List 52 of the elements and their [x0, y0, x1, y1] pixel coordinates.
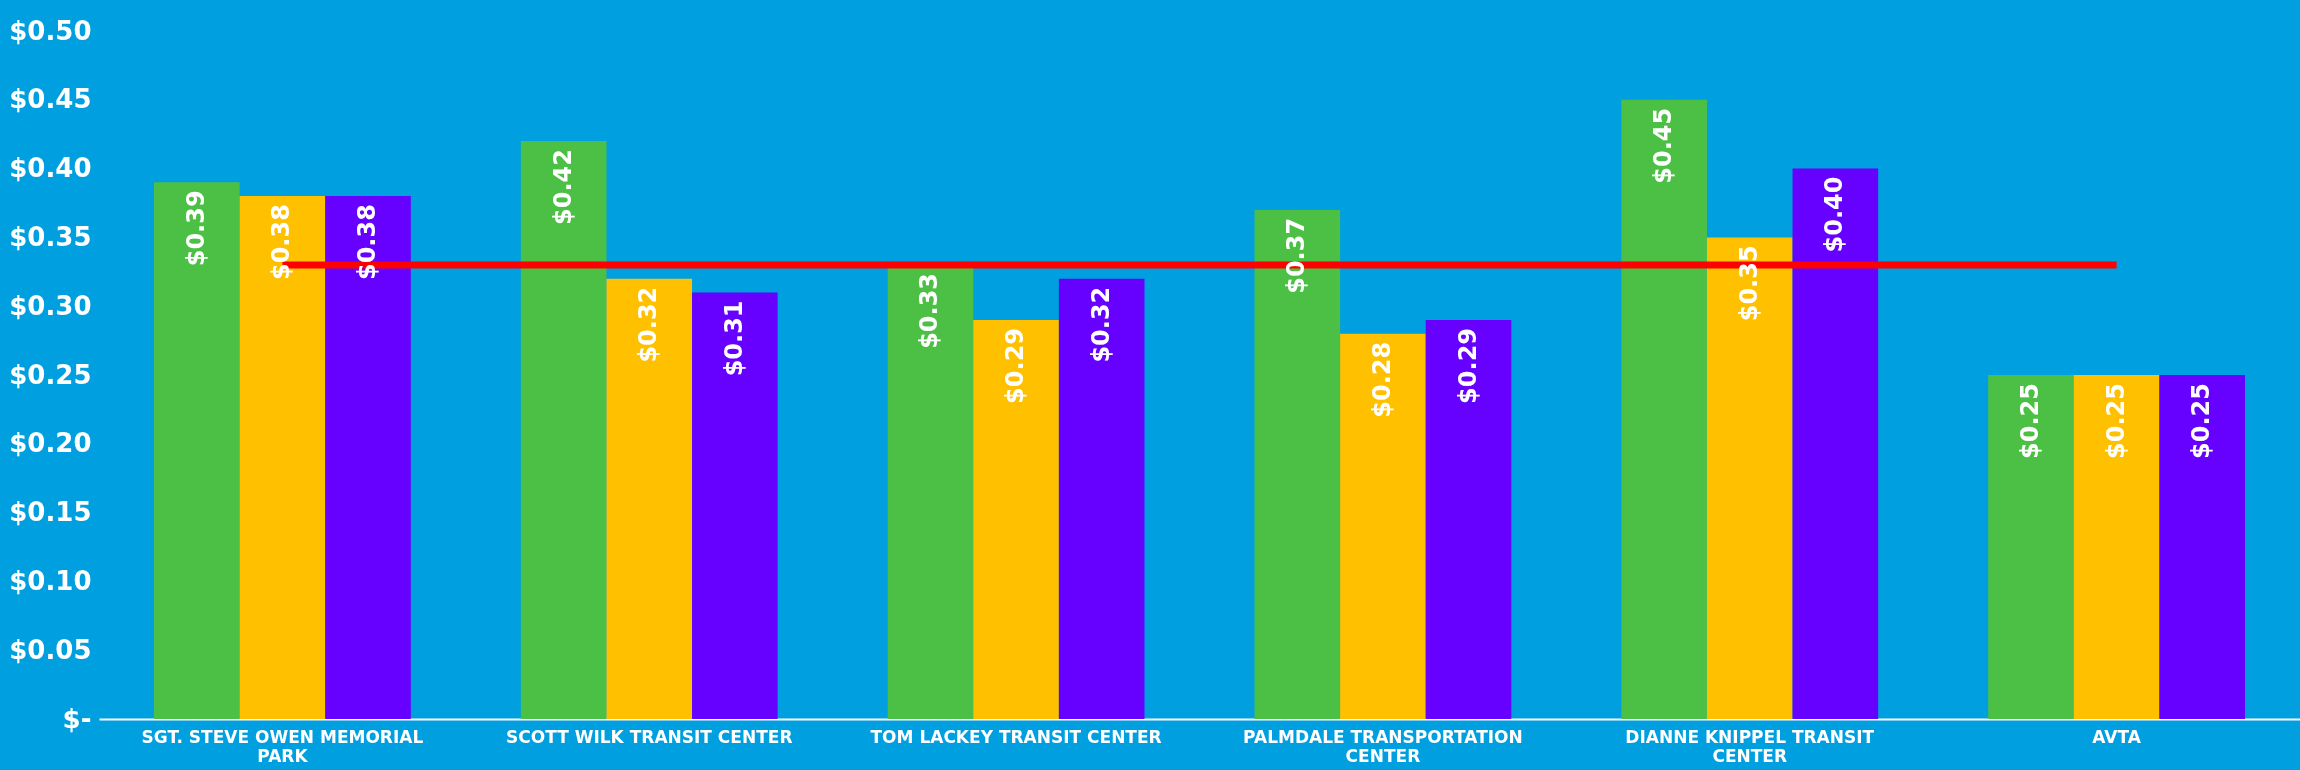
data-label: $0.45 [1649, 107, 1678, 184]
x-tick-label: PALMDALE TRANSPORTATION CENTER [1243, 726, 1523, 766]
data-label: $0.38 [353, 204, 382, 281]
bar [1988, 375, 2074, 719]
x-tick-label: DIANNE KNIPPEL TRANSIT CENTER [1625, 726, 1875, 766]
bar [1425, 319, 1512, 719]
data-label: $0.28 [1367, 341, 1396, 418]
data-label: $0.40 [1820, 176, 1849, 253]
data-label: $0.39 [181, 190, 210, 267]
bar [1706, 237, 1793, 719]
data-label: $0.32 [634, 286, 663, 363]
data-label: $0.42 [548, 149, 577, 225]
data-label: $0.32 [1086, 286, 1115, 363]
data-label: $0.37 [1282, 217, 1311, 294]
data-label: $0.35 [1734, 245, 1763, 322]
y-tick-label: $0.40 [9, 153, 92, 184]
y-tick-label: $0.10 [9, 565, 92, 596]
data-label: $0.29 [1453, 327, 1482, 404]
x-tick-label: SGT. STEVE OWEN MEMORIAL PARK [141, 726, 424, 766]
data-label: $0.38 [267, 204, 296, 281]
y-tick-label: $0.25 [9, 359, 92, 390]
y-tick-label: $0.05 [9, 634, 92, 665]
bar [2159, 375, 2245, 719]
bar [1340, 333, 1426, 719]
data-label: $0.31 [719, 300, 748, 377]
bar [325, 196, 411, 719]
bar [692, 292, 778, 719]
y-tick-label: $0.20 [9, 428, 92, 459]
y-tick-label: $0.15 [9, 497, 92, 528]
data-label: $0.33 [915, 272, 944, 349]
bar [1254, 209, 1341, 719]
bar [520, 141, 607, 719]
data-label: $0.25 [2187, 383, 2216, 459]
x-tick-label: AVTA [2092, 726, 2142, 747]
bar [1621, 99, 1707, 719]
y-tick-label: $- [62, 703, 92, 734]
y-tick-label: $0.45 [9, 84, 92, 115]
y-tick-label: $0.35 [9, 221, 92, 252]
bar [1058, 278, 1145, 719]
data-label: $0.29 [1001, 327, 1030, 404]
data-label: $0.25 [2101, 383, 2130, 459]
bar [239, 196, 326, 719]
y-tick-label: $0.30 [9, 290, 92, 321]
bar [606, 278, 693, 719]
bar [973, 319, 1059, 719]
y-tick-label: $0.50 [9, 15, 92, 46]
bar [2073, 375, 2160, 719]
x-tick-label: SCOTT WILK TRANSIT CENTER [506, 726, 793, 747]
x-tick-label: TOM LACKEY TRANSIT CENTER [870, 726, 1162, 747]
data-label: $0.25 [2015, 383, 2044, 459]
bar [154, 182, 240, 719]
bar [1792, 168, 1879, 719]
